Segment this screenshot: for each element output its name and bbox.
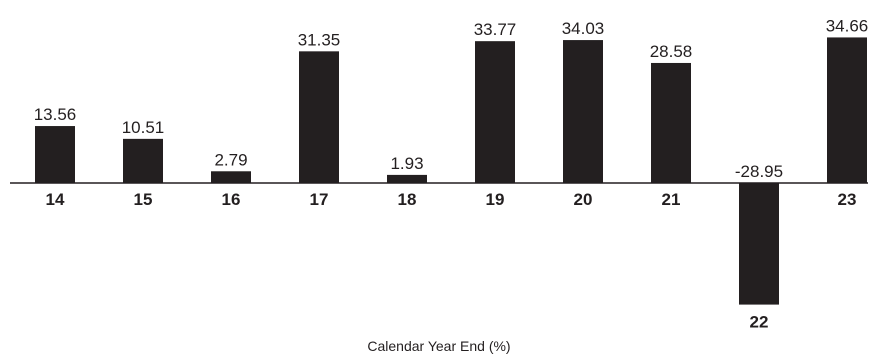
value-label-23: 34.66 [826, 16, 869, 35]
bar-18 [387, 174, 427, 183]
x-tick-label-19: 19 [486, 190, 505, 209]
bars-group [35, 37, 867, 305]
x-tick-label-15: 15 [134, 190, 153, 209]
bar-19 [475, 41, 515, 183]
x-tick-label-18: 18 [398, 190, 417, 209]
value-label-18: 1.93 [390, 154, 423, 173]
x-axis-title: Calendar Year End (%) [367, 338, 510, 354]
x-tick-label-22: 22 [750, 313, 769, 332]
value-label-20: 34.03 [562, 19, 605, 38]
value-labels-group: 13.56 10.51 2.79 31.35 1.93 33.77 34.03 28.58 -2… [34, 16, 869, 181]
value-label-16: 2.79 [214, 150, 247, 169]
x-tick-labels-group: 14 15 16 17 18 19 20 21 22 23 [46, 190, 857, 332]
value-label-22: -28.95 [735, 162, 783, 181]
x-tick-label-23: 23 [838, 190, 857, 209]
x-tick-label-14: 14 [46, 190, 65, 209]
bar-23 [827, 37, 867, 183]
x-tick-label-17: 17 [310, 190, 329, 209]
x-tick-label-20: 20 [574, 190, 593, 209]
bar-17 [299, 51, 339, 183]
x-tick-label-16: 16 [222, 190, 241, 209]
value-label-21: 28.58 [650, 42, 693, 61]
value-label-17: 31.35 [298, 30, 341, 49]
value-label-19: 33.77 [474, 20, 517, 39]
bar-15 [123, 138, 163, 183]
bar-22 [739, 183, 779, 305]
x-tick-label-21: 21 [662, 190, 681, 209]
bar-20 [563, 40, 603, 183]
value-label-14: 13.56 [34, 105, 77, 124]
bar-21 [651, 62, 691, 183]
bar-16 [211, 171, 251, 183]
value-label-15: 10.51 [122, 118, 165, 137]
bar-14 [35, 126, 75, 183]
